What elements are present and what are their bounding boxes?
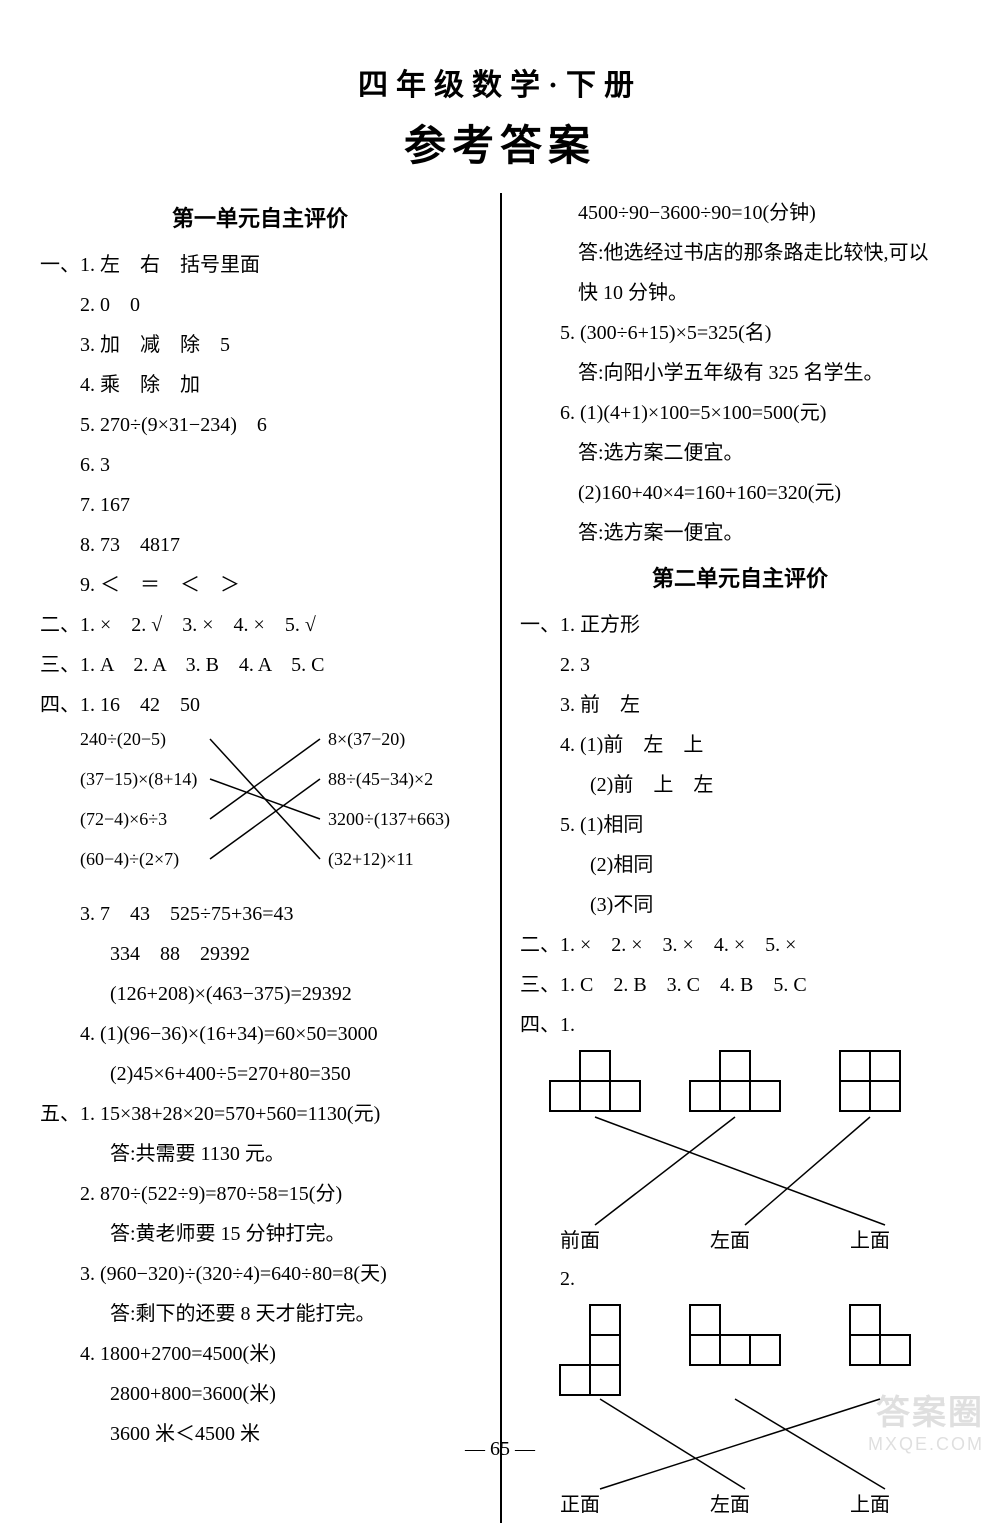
page: 四年级数学·下册 参考答案 第一单元自主评价 一、1. 左 右 括号里面 2. … [0,0,1000,1481]
svg-text:(32+12)×11: (32+12)×11 [328,849,414,870]
svg-text:240÷(20−5): 240÷(20−5) [80,729,166,750]
text-line: 四、1. 16 42 50 [40,685,480,725]
answer-text: 6. 3 [40,445,480,485]
text-line: 一、1. 正方形 [520,605,960,645]
section-label: 一、 [40,254,80,276]
answer-text: 6. (1)(4+1)×100=5×100=500(元) [520,393,960,433]
answer-text: 答:选方案二便宜。 [520,433,960,473]
fig1-svg: 前面 左面 上面 [520,1047,950,1257]
section-label: 2. [520,1259,960,1299]
answer-text: (3)不同 [520,885,960,925]
watermark: 答案圈 MXQE.COM [868,1385,984,1455]
answer-text: (2)相同 [520,845,960,885]
shape-matching-1: 前面 左面 上面 [520,1047,960,1257]
svg-text:(37−15)×(8+14): (37−15)×(8+14) [80,769,197,790]
svg-text:上面: 上面 [850,1229,890,1252]
answer-text: 三、1. C 2. B 3. C 4. B 5. C [520,965,960,1005]
answer-text: 3. 加 减 除 5 [40,325,480,365]
column-divider [500,193,502,1523]
left-column: 第一单元自主评价 一、1. 左 右 括号里面 2. 0 0 3. 加 减 除 5… [40,193,500,1523]
watermark-bottom: MXQE.COM [868,1434,984,1455]
answer-text: 3. (960−320)÷(320÷4)=640÷80=8(天) [40,1254,480,1294]
answer-text: (2)45×6+400÷5=270+80=350 [40,1054,480,1094]
svg-text:上面: 上面 [850,1493,890,1516]
watermark-top: 答案圈 [868,1385,984,1434]
section-label: 四、1. [520,1005,960,1045]
answer-text: 快 10 分钟。 [520,273,960,313]
answer-text: 答:黄老师要 15 分钟打完。 [40,1214,480,1254]
answer-text: 7. 167 [40,485,480,525]
answer-text: (2)160+40×4=160+160=320(元) [520,473,960,513]
svg-text:(60−4)÷(2×7): (60−4)÷(2×7) [80,849,179,870]
section-label: 一、 [520,614,560,636]
right-column: 4500÷90−3600÷90=10(分钟) 答:他选经过书店的那条路走比较快,… [500,193,960,1523]
answer-text: 4. 1800+2700=4500(米) [40,1334,480,1374]
answer-text: 4. 乘 除 加 [40,365,480,405]
answer-text: 答:向阳小学五年级有 325 名学生。 [520,353,960,393]
answer-text: 二、1. × 2. × 3. × 4. × 5. × [520,925,960,965]
answer-text: (126+208)×(463−375)=29392 [40,974,480,1014]
answer-text: 答:选方案一便宜。 [520,513,960,553]
answer-text: 5. 270÷(9×31−234) 6 [40,405,480,445]
answer-text: 2800+800=3600(米) [40,1374,480,1414]
answer-text: 三、1. A 2. A 3. B 4. A 5. C [40,645,480,685]
answer-text: 2. 3 [520,645,960,685]
answer-text: 二、1. × 2. √ 3. × 4. × 5. √ [40,605,480,645]
svg-text:左面: 左面 [710,1493,750,1516]
answer-text: 答:共需要 1130 元。 [40,1134,480,1174]
section-label: 四、 [40,694,80,716]
svg-text:正面: 正面 [560,1494,600,1516]
answer-text: 4. (1)(96−36)×(16+34)=60×50=3000 [40,1014,480,1054]
answer-text: (2)前 上 左 [520,765,960,805]
answer-text: 5. (1)相同 [520,805,960,845]
answer-text: 1. 15×38+28×20=570+560=1130(元) [80,1103,380,1125]
answer-text: 5. (300÷6+15)×5=325(名) [520,313,960,353]
answer-text: 2. 870÷(522÷9)=870÷58=15(分) [40,1174,480,1214]
answer-text: 3. 7 43 525÷75+36=43 [40,894,480,934]
page-subtitle: 四年级数学·下册 [40,60,960,104]
matching-diagram-q2: 2.240÷(20−5)(37−15)×(8+14)(72−4)×6÷3(60−… [80,727,480,892]
unit2-header: 第二单元自主评价 [520,557,960,601]
answer-text: 1. 左 右 括号里面 [80,254,260,276]
answer-text: 4500÷90−3600÷90=10(分钟) [520,193,960,233]
svg-text:前面: 前面 [560,1229,600,1252]
answer-text: 9. ＜ ＝ ＜ ＞ [40,565,480,605]
answer-text: 3. 前 左 [520,685,960,725]
two-column-layout: 第一单元自主评价 一、1. 左 右 括号里面 2. 0 0 3. 加 减 除 5… [40,193,960,1523]
match-svg: 2.240÷(20−5)(37−15)×(8+14)(72−4)×6÷3(60−… [80,727,480,892]
unit1-header: 第一单元自主评价 [40,197,480,241]
svg-text:(72−4)×6÷3: (72−4)×6÷3 [80,809,167,830]
answer-text: 1. 16 42 50 [80,694,200,716]
answer-text: 334 88 29392 [40,934,480,974]
answer-text: 答:他选经过书店的那条路走比较快,可以 [520,233,960,273]
answer-text: 2. 0 0 [40,285,480,325]
text-line: 一、1. 左 右 括号里面 [40,245,480,285]
svg-text:3200÷(137+663): 3200÷(137+663) [328,809,450,830]
text-line: 五、1. 15×38+28×20=570+560=1130(元) [40,1094,480,1134]
answer-text: 答:剩下的还要 8 天才能打完。 [40,1294,480,1334]
svg-text:88÷(45−34)×2: 88÷(45−34)×2 [328,769,433,790]
answer-text: 4. (1)前 左 上 [520,725,960,765]
answer-text: 1. 正方形 [560,614,640,636]
svg-text:左面: 左面 [710,1229,750,1252]
page-title: 参考答案 [40,112,960,173]
page-number: — 65 — [0,1438,1000,1461]
answer-text: 8. 73 4817 [40,525,480,565]
section-label: 五、 [40,1103,80,1125]
svg-text:8×(37−20): 8×(37−20) [328,729,405,750]
